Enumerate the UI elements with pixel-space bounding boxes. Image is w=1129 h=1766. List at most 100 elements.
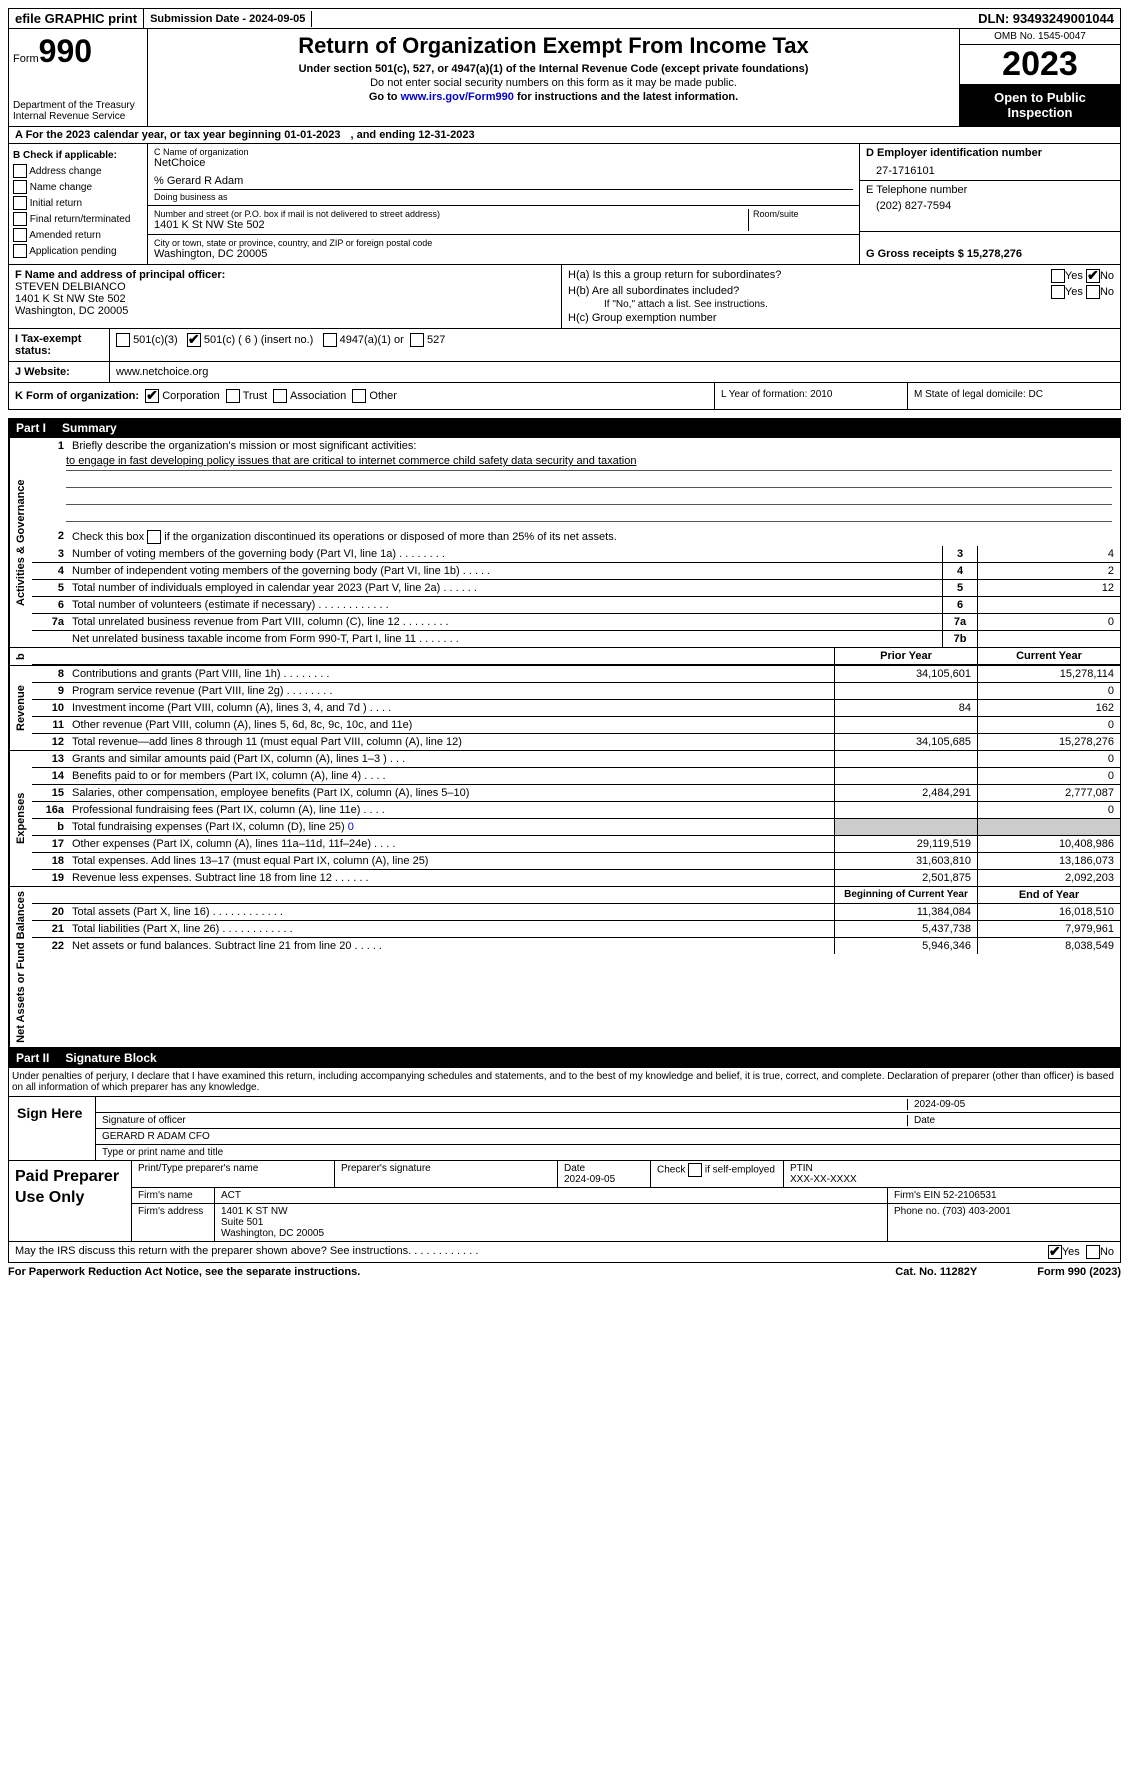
c21: 7,979,961	[977, 921, 1120, 937]
c16a: 0	[977, 802, 1120, 818]
sign-date: 2024-09-05	[908, 1099, 1114, 1110]
firm-ein-label: Firm's EIN	[894, 1190, 940, 1201]
firm-name-label: Firm's name	[132, 1188, 215, 1203]
website-url: www.netchoice.org	[110, 362, 1120, 382]
line13: Grants and similar amounts paid (Part IX…	[68, 751, 834, 767]
discuss-row: May the IRS discuss this return with the…	[8, 1242, 1121, 1263]
officer-name: STEVEN DELBIANCO	[15, 281, 126, 293]
cb-ha-no[interactable]	[1086, 269, 1100, 283]
p10: 84	[834, 700, 977, 716]
paid-preparer-label: Paid Preparer Use Only	[9, 1161, 132, 1241]
line17: Other expenses (Part IX, column (A), lin…	[68, 836, 834, 852]
tel-value: (202) 827-7594	[866, 200, 1114, 212]
section-expenses: Expenses 13Grants and similar amounts pa…	[8, 751, 1121, 887]
cb-app-pending[interactable]	[13, 244, 27, 258]
cb-hb-no[interactable]	[1086, 285, 1100, 299]
p13	[834, 751, 977, 767]
firm-ein: 52-2106531	[943, 1190, 996, 1201]
cb-discontinued[interactable]	[147, 530, 161, 544]
p20: 11,384,084	[834, 904, 977, 920]
cb-trust[interactable]	[226, 389, 240, 403]
part2-header: Part II Signature Block	[8, 1048, 1121, 1068]
cb-amended[interactable]	[13, 228, 27, 242]
cb-other[interactable]	[352, 389, 366, 403]
link-zero[interactable]: 0	[348, 821, 354, 833]
org-name: NetChoice	[154, 157, 853, 169]
line7a: Total unrelated business revenue from Pa…	[68, 614, 942, 630]
irs-link[interactable]: www.irs.gov/Form990	[401, 91, 514, 103]
cb-501c[interactable]	[187, 333, 201, 347]
ein-value: 27-1716101	[866, 165, 1114, 177]
cb-address-change[interactable]	[13, 164, 27, 178]
cb-hb-yes[interactable]	[1051, 285, 1065, 299]
officer-addr2: Washington, DC 20005	[15, 305, 128, 317]
line7b: Net unrelated business taxable income fr…	[68, 631, 942, 647]
cb-527[interactable]	[410, 333, 424, 347]
c18: 13,186,073	[977, 853, 1120, 869]
col-header-row: b Prior YearCurrent Year	[8, 648, 1121, 666]
penalty-text: Under penalties of perjury, I declare th…	[8, 1068, 1121, 1097]
sig-date-label: Date	[908, 1115, 1114, 1126]
prep-sig-hdr: Preparer's signature	[335, 1161, 558, 1187]
col-b-checkboxes: B Check if applicable: Address change Na…	[9, 144, 148, 264]
org-name-label: C Name of organization	[154, 147, 853, 157]
line15: Salaries, other compensation, employee b…	[68, 785, 834, 801]
line5: Total number of individuals employed in …	[68, 580, 942, 596]
p21: 5,437,738	[834, 921, 977, 937]
sign-here: Sign Here	[9, 1097, 96, 1160]
col-c-org-info: C Name of organization NetChoice % Gerar…	[148, 144, 859, 264]
part2-title: Signature Block	[65, 1051, 156, 1065]
sig-officer-label: Signature of officer	[102, 1115, 908, 1126]
cb-discuss-no[interactable]	[1086, 1245, 1100, 1259]
val4: 2	[977, 563, 1120, 579]
line12: Total revenue—add lines 8 through 11 (mu…	[68, 734, 834, 750]
cb-assoc[interactable]	[273, 389, 287, 403]
prep-date-val: 2024-09-05	[564, 1174, 615, 1185]
part1-title: Summary	[62, 421, 117, 435]
form-header: Form990 Department of the Treasury Inter…	[8, 29, 1121, 127]
state-domicile: M State of legal domicile: DC	[908, 383, 1120, 409]
cb-initial-return[interactable]	[13, 196, 27, 210]
year-formation: L Year of formation: 2010	[715, 383, 908, 409]
cb-name-change[interactable]	[13, 180, 27, 194]
irs-label: Internal Revenue Service	[13, 111, 143, 122]
p17: 29,119,519	[834, 836, 977, 852]
prior-year-hdr: Prior Year	[834, 648, 977, 664]
c16b	[977, 819, 1120, 835]
cb-final-return[interactable]	[13, 212, 27, 226]
cb-self-employed[interactable]	[688, 1163, 702, 1177]
part2-num: Part II	[16, 1051, 49, 1065]
submission-date: Submission Date - 2024-09-05	[144, 11, 312, 27]
c14: 0	[977, 768, 1120, 784]
c8: 15,278,114	[977, 666, 1120, 682]
section-governance: Activities & Governance 1Briefly describ…	[8, 438, 1121, 648]
signature-block: Sign Here 2024-09-05 Signature of office…	[8, 1097, 1121, 1242]
vtab-b: b	[9, 648, 32, 665]
dln: DLN: 93493249001044	[972, 9, 1120, 28]
cb-501c3[interactable]	[116, 333, 130, 347]
hb-question: H(b) Are all subordinates included?	[568, 285, 1051, 299]
officer-printed-label: Type or print name and title	[96, 1145, 1120, 1160]
form-title: Return of Organization Exempt From Incom…	[152, 33, 955, 59]
col-d-ein: D Employer identification number 27-1716…	[859, 144, 1120, 264]
line2-label: Check this box if the organization disco…	[68, 528, 1120, 546]
prep-selfemp: Check if self-employed	[651, 1161, 784, 1187]
cb-4947[interactable]	[323, 333, 337, 347]
subtitle-2: Do not enter social security numbers on …	[152, 77, 955, 89]
open-inspection: Open to Public Inspection	[960, 84, 1120, 126]
end-year-hdr: End of Year	[977, 887, 1120, 903]
p19: 2,501,875	[834, 870, 977, 886]
cb-corp[interactable]	[145, 389, 159, 403]
mission-text: to engage in fast developing policy issu…	[66, 454, 1112, 471]
k-org-row: K Form of organization: Corporation Trus…	[8, 383, 1121, 410]
discuss-question: May the IRS discuss this return with the…	[15, 1245, 1048, 1259]
cb-discuss-yes[interactable]	[1048, 1245, 1062, 1259]
cb-ha-yes[interactable]	[1051, 269, 1065, 283]
vtab-expenses: Expenses	[9, 751, 32, 886]
ha-question: H(a) Is this a group return for subordin…	[568, 269, 1051, 283]
c20: 16,018,510	[977, 904, 1120, 920]
p16a	[834, 802, 977, 818]
vtab-net: Net Assets or Fund Balances	[9, 887, 32, 1047]
p15: 2,484,291	[834, 785, 977, 801]
website-label: J Website:	[9, 362, 110, 382]
